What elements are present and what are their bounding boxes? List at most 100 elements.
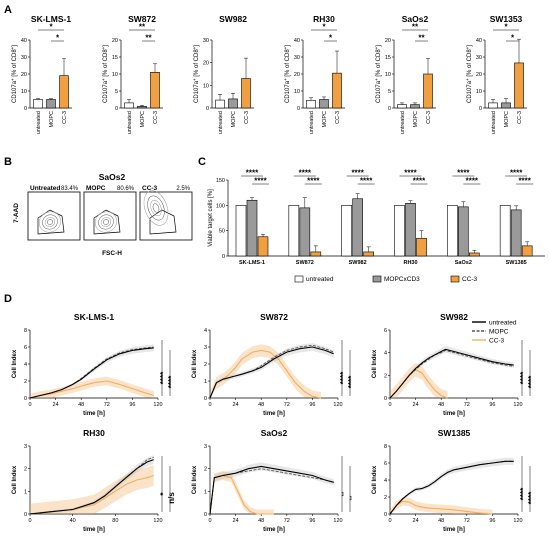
panel-c-viability-bars: Viable target cells [%] 0 50 100 150 SK-LMS-1… (208, 169, 545, 283)
panel-c-bar (235, 205, 247, 257)
panel-c-sig-label: **** (518, 177, 531, 186)
panel-d-legend-label: MOPC (489, 329, 509, 336)
panel-d-ytick-label: 0 (204, 512, 207, 518)
panel-d-cc3-line (389, 500, 493, 515)
panel-a-ytick-label: 0 (115, 106, 118, 112)
panel-d-ytick-label: 4 (24, 362, 27, 368)
panel-d-xtick-label: 24 (413, 518, 419, 524)
flow-contour (94, 211, 118, 233)
panel-a-subplot: SW872 CD107a+ [% of CD8+] 0 5 10 15 20 untreate… (101, 14, 163, 134)
panel-d-ytick-label: 2 (384, 495, 387, 501)
panel-a-bar (397, 104, 407, 109)
panel-d-ytick-label: 6 (24, 345, 27, 351)
panel-a-ytick-label: 5 (388, 89, 391, 95)
panel-a-category-label: untreated (127, 111, 133, 134)
panel-a-bar (137, 106, 147, 109)
panel-d-untreated-line (389, 460, 514, 515)
panel-a-ytick-label: 0 (388, 106, 391, 112)
panel-c-bar (288, 205, 300, 257)
panel-a-title: RH30 (313, 14, 335, 24)
panel-d-sig-label: **** (527, 491, 536, 504)
panel-d-cc3-line (29, 380, 154, 399)
panel-a-sig-label: * (504, 23, 508, 32)
panel-a-category-label: untreated (309, 111, 315, 134)
panel-d-sig-label: **** (347, 375, 356, 388)
panel-a-category-label: MOPC (413, 111, 419, 128)
panel-d-cc3-line (209, 474, 274, 515)
panel-d-legend-label: untreated (489, 320, 517, 327)
panel-d-xtick-label: 0 (208, 402, 211, 408)
panel-d-xtick-label: 72 (284, 402, 290, 408)
panel-c-bar (405, 203, 416, 257)
panel-d-untreated-line (389, 348, 514, 399)
flow-contour (44, 217, 56, 227)
panel-b-flow-plots: SaOs2 7-AAD FSC-H Untreated 83.4% MOPC 80.6% CC… (13, 172, 193, 257)
panel-d-xtick-label: 0 (28, 402, 31, 408)
panel-a-ytick-label: 10 (21, 89, 27, 95)
panel-c-sig-label: **** (404, 169, 417, 178)
panel-d-ytick-label: 8 (384, 444, 387, 450)
panel-a-bar (241, 78, 251, 109)
panel-d-xtick-label: 48 (258, 402, 264, 408)
panel-d-ytick-label: 4 (384, 351, 387, 357)
panel-d-untreated-line (29, 347, 154, 399)
panel-d-xtick-label: 48 (78, 402, 84, 408)
panel-c-bar (394, 205, 405, 257)
panel-d-xlabel: time [h] (263, 411, 285, 417)
panel-a-category-label: CC-3 (517, 111, 523, 124)
panel-a-bar (306, 100, 316, 109)
panel-d-ytick-label: 2 (24, 467, 27, 473)
panel-a-bar (514, 62, 524, 109)
panel-a-title: SK-LMS-1 (31, 14, 71, 24)
panel-d-ytick-label: 0 (24, 512, 27, 518)
panel-d-cc3-band (210, 344, 321, 398)
panel-d-title: RH30 (83, 428, 105, 438)
flow-contour (47, 219, 53, 225)
panel-c-sig-label: **** (307, 177, 320, 186)
panel-a-ylabel: CD107a+ [% of CD8+] (465, 45, 473, 103)
panel-d-ylabel: Cell Index (372, 465, 378, 494)
panel-d-untreated-band (210, 462, 334, 514)
panel-a-bar (124, 102, 134, 109)
panel-c-sig-label: **** (457, 169, 470, 178)
panel-a-bar (488, 102, 498, 109)
panel-c-legend-swatch (372, 275, 382, 283)
panel-a-title: SW982 (219, 14, 247, 24)
panel-a-category-label: MOPC (140, 111, 146, 128)
panel-a-ytick-label: 30 (203, 38, 209, 44)
panel-c-ytick-label: 0 (222, 254, 225, 260)
panel-d-ytick-label: 4 (384, 478, 387, 484)
panel-d-ytick-label: 2 (204, 467, 207, 473)
panel-a-title: SaOs2 (402, 14, 429, 24)
panel-a-subplot: SK-LMS-1 CD107a+ [% of CD8+] 0 10 20 30 40 untr… (10, 14, 72, 134)
panel-a-category-label: MOPC (504, 111, 510, 128)
panel-c-bar (521, 245, 533, 257)
panel-a-ytick-label: 30 (21, 55, 27, 61)
panel-a-category-label: untreated (400, 111, 406, 134)
panel-a-ytick-label: 10 (385, 72, 391, 78)
panel-a-ytick-label: 15 (385, 55, 391, 61)
panel-d-ytick-label: 3 (24, 444, 27, 450)
panel-c-legend-label: untreated (306, 276, 334, 283)
panel-a-category-label: untreated (36, 111, 42, 134)
panel-a-ytick-label: 20 (294, 72, 300, 78)
panel-d-title: SW1385 (438, 428, 471, 438)
panel-letter-a: A (4, 4, 12, 16)
panel-d-ytick-label: 6 (384, 461, 387, 467)
panel-d-ylabel: Cell Index (192, 349, 198, 378)
flow-contour (103, 219, 109, 225)
panel-a-ytick-label: 5 (115, 89, 118, 95)
flow-plot-label: Untreated (30, 185, 60, 192)
panel-d-xtick-label: 120 (333, 402, 342, 408)
panel-a-category-label: CC-3 (426, 111, 432, 124)
panel-a-title: SW1353 (490, 14, 523, 24)
panel-d-xtick-label: 0 (388, 518, 391, 524)
panel-a-subplot: SW982 CD107a+ [% of CD8+] 0 10 20 30 untreated… (192, 14, 254, 134)
panel-d-xtick-label: 72 (104, 402, 110, 408)
panel-c-bar (341, 205, 352, 257)
panel-a-ytick-label: 10 (203, 83, 209, 89)
panel-d-xlabel: time [h] (443, 527, 465, 533)
panel-d-xtick-label: 96 (309, 402, 315, 408)
